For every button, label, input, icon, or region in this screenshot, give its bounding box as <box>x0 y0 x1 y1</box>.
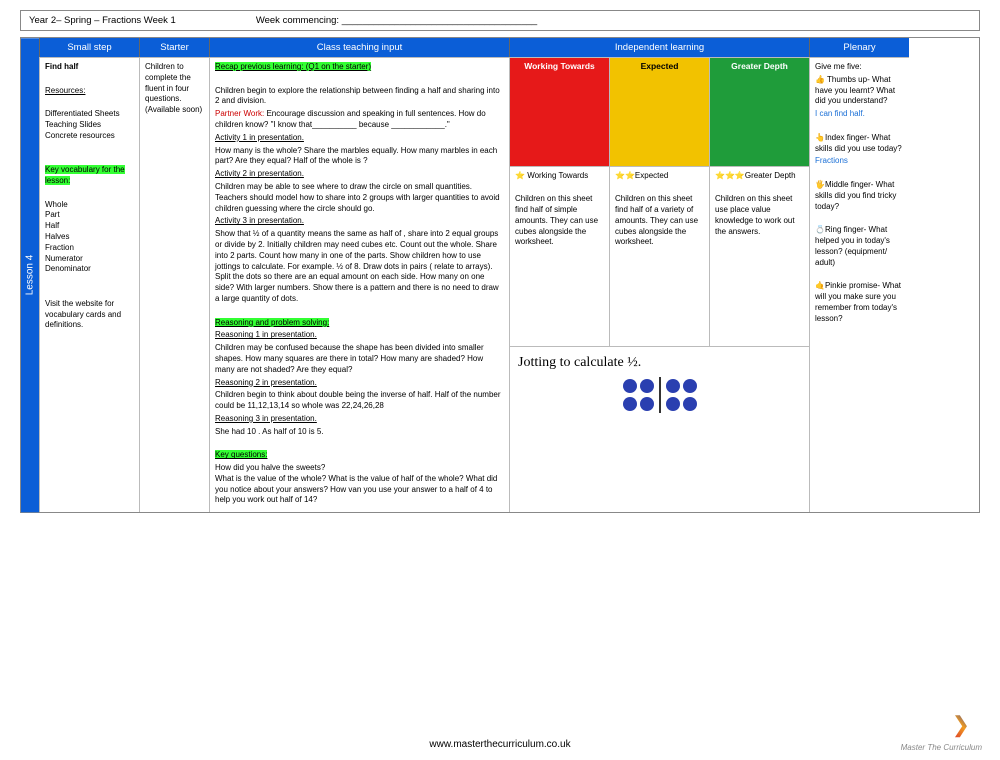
teaching-p1: Children begin to explore the relationsh… <box>215 86 504 108</box>
vocab-note: Visit the website for vocabulary cards a… <box>45 299 134 331</box>
thumb-icon: 👍 <box>815 75 825 84</box>
logo-flame-icon: ❯ <box>952 712 970 738</box>
reasoning1-label: Reasoning 1 in presentation. <box>215 330 504 341</box>
pinkie-icon: 🤙 <box>815 281 825 290</box>
col-starter: Starter <box>139 38 209 57</box>
jotting-title: Jotting to calculate ½. <box>518 355 801 371</box>
partner-label: Partner Work: <box>215 109 264 118</box>
divider-line <box>659 377 661 413</box>
ring-icon: 💍 <box>815 225 825 234</box>
reasoning3-label: Reasoning 3 in presentation. <box>215 414 504 425</box>
dots-diagram <box>518 377 801 413</box>
col-teaching: Class teaching input <box>209 38 509 57</box>
middle-icon: 🖐 <box>815 180 825 189</box>
footer-url: www.masterthecurriculum.co.uk <box>0 739 1000 750</box>
star-icon: ⭐ <box>515 171 525 180</box>
resources-label: Resources: <box>45 86 134 97</box>
vocab-label: Key vocabulary for the lesson: <box>45 165 125 185</box>
resources-list: Differentiated Sheets Teaching Slides Co… <box>45 109 134 141</box>
starter-cell: Children to complete the fluent in four … <box>139 57 209 512</box>
plenary-intro: Give me five: <box>815 62 904 73</box>
activity1-label: Activity 1 in presentation. <box>215 133 504 144</box>
jotting-box: Jotting to calculate ½. <box>509 346 809 513</box>
header-row: Year 2– Spring – Fractions Week 1 Week c… <box>20 10 980 31</box>
col-plenary: Plenary <box>809 38 909 57</box>
activity2-text: Children may be able to see where to dra… <box>215 182 504 214</box>
keyq-label: Key questions: <box>215 450 267 459</box>
reasoning2-text: Children begin to think about double bei… <box>215 390 504 412</box>
lesson-number-label: Lesson 4 <box>21 38 39 512</box>
col-independent: Independent learning <box>509 38 809 57</box>
greater-depth-cell: ⭐⭐⭐Greater Depth Children on this sheet … <box>709 166 809 346</box>
activity1-text: How many is the whole? Share the marbles… <box>215 146 504 168</box>
reasoning-label: Reasoning and problem solving: <box>215 318 329 327</box>
reasoning1-text: Children may be confused because the sha… <box>215 343 504 375</box>
greater-depth-header: Greater Depth <box>709 57 809 166</box>
reasoning2-label: Reasoning 2 in presentation. <box>215 378 504 389</box>
col-small-step: Small step <box>39 38 139 57</box>
wt-text: Children on this sheet find half of simp… <box>515 194 604 248</box>
small-step-cell: Find half Resources: Differentiated Shee… <box>39 57 139 512</box>
plenary-thumb-ans: I can find half. <box>815 109 904 120</box>
doc-title: Year 2– Spring – Fractions Week 1 <box>29 15 176 26</box>
teaching-cell: Recap previous learning: (Q1 on the star… <box>209 57 509 512</box>
small-step-title: Find half <box>45 62 78 71</box>
ex-text: Children on this sheet find half of a va… <box>615 194 704 248</box>
footer-brand: Master The Curriculum <box>901 743 982 752</box>
working-towards-cell: ⭐ Working Towards Children on this sheet… <box>509 166 609 346</box>
week-commencing: Week commencing: _______________________… <box>256 15 537 26</box>
plenary-index-ans: Fractions <box>815 156 904 167</box>
keyq-text: How did you halve the sweets? What is th… <box>215 463 504 506</box>
lesson-plan-table: Lesson 4 Small step Starter Class teachi… <box>20 37 980 513</box>
expected-header: Expected <box>609 57 709 166</box>
activity3-text: Show that ½ of a quantity means the same… <box>215 229 504 305</box>
activity3-label: Activity 3 in presentation. <box>215 216 504 227</box>
vocab-list: Whole Part Half Halves Fraction Numerato… <box>45 200 134 276</box>
expected-cell: ⭐⭐Expected Children on this sheet find h… <box>609 166 709 346</box>
working-towards-header: Working Towards <box>509 57 609 166</box>
star-icon: ⭐⭐ <box>615 171 635 180</box>
gd-text: Children on this sheet use place value k… <box>715 194 804 237</box>
plenary-cell: Give me five: 👍 Thumbs up- What have you… <box>809 57 909 512</box>
reasoning3-text: She had 10 . As half of 10 is 5. <box>215 427 504 438</box>
index-icon: 👆 <box>815 133 825 142</box>
recap-label: Recap previous learning: (Q1 on the star… <box>215 62 371 71</box>
activity2-label: Activity 2 in presentation. <box>215 169 504 180</box>
star-icon: ⭐⭐⭐ <box>715 171 745 180</box>
